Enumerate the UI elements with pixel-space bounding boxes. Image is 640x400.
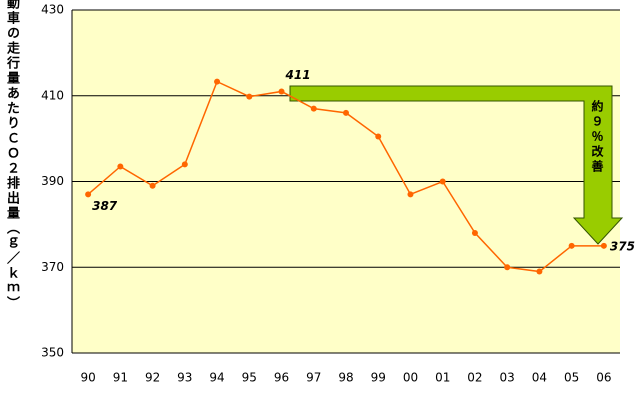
y-tick-label: 390 <box>41 174 64 188</box>
point <box>85 191 92 198</box>
improvement-arrow <box>289 85 624 245</box>
point <box>600 242 607 249</box>
point <box>439 178 446 185</box>
point <box>471 229 478 236</box>
x-tick-label: 04 <box>532 371 547 385</box>
x-tick-label: 03 <box>500 371 515 385</box>
data-label: 387 <box>92 199 118 213</box>
x-tick-label: 01 <box>435 371 450 385</box>
point <box>246 93 253 100</box>
point <box>278 88 285 95</box>
y-axis-label: 動車の走行量あたりＣＯ２排出量（ｇ／ｋｍ） <box>4 0 19 311</box>
x-tick-label: 06 <box>596 371 611 385</box>
x-tick-label: 91 <box>113 371 128 385</box>
y-tick-label: 410 <box>41 88 64 102</box>
data-label: 411 <box>285 68 311 82</box>
point <box>343 109 349 116</box>
point <box>407 191 414 198</box>
x-tick-label: 97 <box>306 371 321 385</box>
x-tick-label: 02 <box>467 371 482 385</box>
y-tick-label: 350 <box>41 346 64 360</box>
y-tick-label: 430 <box>41 3 64 17</box>
point <box>504 264 511 271</box>
x-tick-label: 92 <box>145 371 160 385</box>
point <box>536 268 543 275</box>
y-tick-label: 370 <box>41 260 64 274</box>
data-label: 375 <box>610 239 635 253</box>
point <box>310 105 317 112</box>
x-tick-label: 95 <box>242 371 257 385</box>
annotation: 約９％改善 <box>590 100 604 175</box>
point <box>375 133 382 140</box>
x-tick-label: 98 <box>338 371 353 385</box>
x-tick-label: 90 <box>80 371 95 385</box>
x-tick-label: 05 <box>564 371 579 385</box>
point <box>568 242 575 249</box>
x-tick-label: 00 <box>403 371 418 385</box>
point <box>214 78 221 85</box>
x-tick-label: 99 <box>371 371 386 385</box>
point <box>117 163 124 170</box>
x-tick-label: 96 <box>274 371 289 385</box>
point <box>181 161 188 168</box>
x-tick-label: 93 <box>177 371 192 385</box>
marks <box>85 78 607 275</box>
point <box>149 182 156 189</box>
x-tick-label: 94 <box>209 371 224 385</box>
